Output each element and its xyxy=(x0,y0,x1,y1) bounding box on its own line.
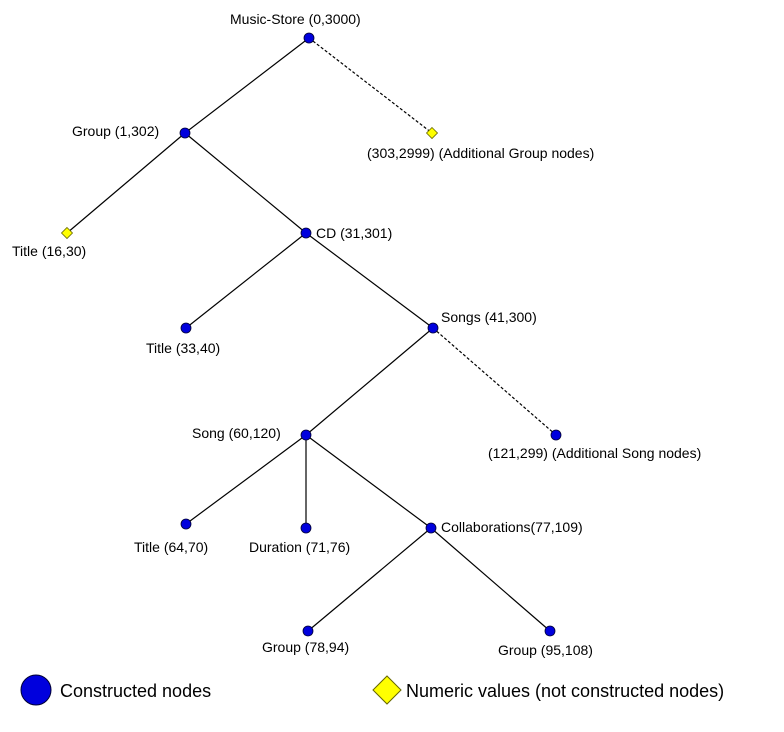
node-song-constructed-marker xyxy=(300,429,312,441)
node-song-label: Song (60,120) xyxy=(192,425,281,441)
edge-collab-group_95 xyxy=(430,527,551,632)
node-group1-constructed-marker xyxy=(179,127,191,139)
node-title_16-numeric-marker xyxy=(60,226,74,240)
node-music_store-label: Music-Store (0,3000) xyxy=(230,11,361,27)
node-title_64-constructed-marker xyxy=(180,518,192,530)
edge-cd-title_33 xyxy=(185,232,307,329)
node-songs-constructed-marker xyxy=(427,322,439,334)
node-add_group-numeric-marker xyxy=(425,126,439,140)
node-add_group-label: (303,2999) (Additional Group nodes) xyxy=(367,145,594,161)
edge-song-title_64 xyxy=(185,434,307,525)
node-add_song-label: (121,299) (Additional Song nodes) xyxy=(488,445,701,461)
edge-collab-group_78 xyxy=(307,527,432,632)
node-group1-label: Group (1,302) xyxy=(72,123,159,139)
node-cd-label: CD (31,301) xyxy=(316,225,392,241)
nodes-layer xyxy=(60,32,562,637)
node-group_95-label: Group (95,108) xyxy=(498,642,593,658)
edge-song-collab xyxy=(305,434,432,529)
node-title_64-label: Title (64,70) xyxy=(134,539,208,555)
legend-numeric-icon xyxy=(372,675,402,705)
node-group_78-constructed-marker xyxy=(302,625,314,637)
node-group_78-label: Group (78,94) xyxy=(262,639,349,655)
edge-cd-songs xyxy=(305,232,434,329)
edge-songs-add_song xyxy=(432,327,557,436)
edges-layer xyxy=(66,37,557,632)
legend-constructed-icon xyxy=(20,674,52,706)
node-collab-constructed-marker xyxy=(425,522,437,534)
node-title_33-label: Title (33,40) xyxy=(146,340,220,356)
node-duration-label: Duration (71,76) xyxy=(249,539,350,555)
edge-music_store-group1 xyxy=(184,37,310,134)
edge-group1-title_16 xyxy=(66,132,186,234)
node-songs-label: Songs (41,300) xyxy=(441,309,537,325)
legend-numeric-label: Numeric values (not constructed nodes) xyxy=(406,681,724,701)
node-cd-constructed-marker xyxy=(300,227,312,239)
node-title_16-label: Title (16,30) xyxy=(12,243,86,259)
edge-music_store-add_group xyxy=(308,37,433,134)
legend-constructed-label: Constructed nodes xyxy=(60,681,211,701)
legend: Constructed nodes Numeric values (not co… xyxy=(20,674,724,706)
node-title_33-constructed-marker xyxy=(180,322,192,334)
node-music_store-constructed-marker xyxy=(303,32,315,44)
node-group_95-constructed-marker xyxy=(544,625,556,637)
edge-songs-song xyxy=(305,327,434,436)
node-duration-constructed-marker xyxy=(300,522,312,534)
node-add_song-constructed-marker xyxy=(550,429,562,441)
labels-layer: Music-Store (0,3000) Group (1,302) (303,29… xyxy=(12,11,701,658)
node-collab-label: Collaborations(77,109) xyxy=(441,519,583,535)
edge-group1-cd xyxy=(184,132,307,234)
